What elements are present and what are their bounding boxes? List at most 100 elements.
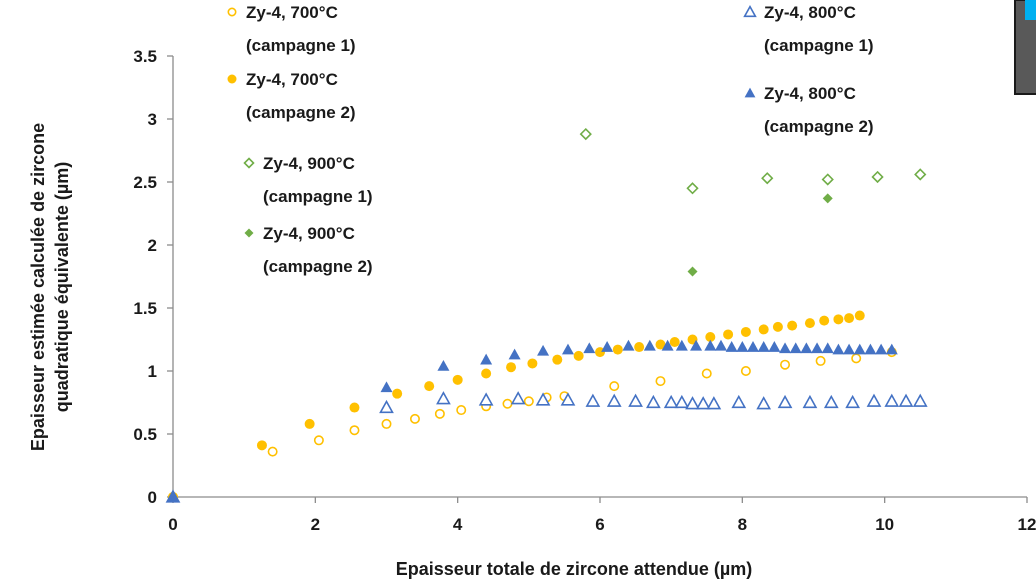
legend-marker-series-6 [244,228,254,238]
data-point-series-4 [643,339,656,351]
data-point-series-2 [655,339,666,350]
data-point-series-3 [663,394,679,409]
data-point-series-2 [669,337,680,348]
data-point-series-2 [527,358,538,369]
data-point-series-2 [349,402,360,413]
data-point-series-1 [815,355,826,366]
data-point-series-3 [560,392,576,406]
data-point-series-5 [761,172,774,185]
legend-label-series-1: Zy-4, 700°C [246,3,338,22]
legend-marker-series-5 [243,157,255,169]
data-points [165,127,928,503]
data-point-series-2 [787,320,798,331]
data-point-series-2 [506,362,517,373]
data-point-series-1 [349,425,360,436]
data-point-series-2 [612,344,623,355]
y-tick-label: 1 [148,362,157,381]
data-point-series-4 [832,343,845,355]
data-point-series-1 [456,405,467,416]
data-point-series-1 [780,359,791,370]
x-tick-label: 2 [311,515,320,534]
data-point-series-4 [736,341,749,352]
legend-label-series-3-line2: (campagne 1) [764,36,874,55]
data-point-series-4 [875,343,888,355]
y-axis-title-line2: quadratique équivalente (µm) [52,162,72,412]
data-point-series-2 [392,388,403,399]
data-point-series-4 [661,339,674,351]
data-point-series-3 [866,393,882,407]
data-point-series-2 [772,321,783,332]
data-point-series-1 [701,368,712,379]
y-axis-title-line1: Epaisseur estimée calculée de zircone [28,123,48,451]
data-point-series-1 [313,435,324,446]
data-point-series-4 [779,342,792,354]
data-point-series-4 [864,343,877,355]
data-point-series-3 [777,394,793,409]
data-point-series-3 [845,394,861,409]
y-tick-label: 2 [148,236,157,255]
legend-label-series-4: Zy-4, 800°C [764,84,856,103]
x-tick-label: 4 [453,515,463,534]
x-tick-label: 0 [168,515,177,534]
data-point-series-2 [844,313,855,324]
legend-label-series-6: Zy-4, 900°C [263,224,355,243]
data-point-series-2 [804,318,815,329]
data-point-series-3 [695,396,711,410]
data-point-series-1 [267,446,278,457]
y-axis-title: Epaisseur estimée calculée de zircone qu… [28,123,72,451]
legend-label-series-5: Zy-4, 900°C [263,154,355,173]
data-point-series-2 [740,326,751,337]
data-point-series-4 [537,344,550,356]
data-point-series-3 [823,394,839,409]
data-point-series-4 [561,343,574,355]
legend-label-series-3: Zy-4, 800°C [764,3,856,22]
data-point-series-5 [914,168,927,181]
data-point-series-3 [898,393,914,407]
data-point-series-3 [756,396,772,410]
data-point-series-2 [833,314,844,325]
data-point-series-3 [884,393,900,407]
data-point-series-3 [585,393,601,407]
data-point-series-4 [704,339,717,351]
y-tick-label: 0 [148,488,157,507]
y-tick-label: 0.5 [133,425,157,444]
data-point-series-4 [885,343,898,355]
legend: Zy-4, 700°C (campagne 1) Zy-4, 700°C (campa… [227,3,874,276]
data-point-series-2 [758,324,769,335]
data-point-series-2 [256,440,267,451]
data-point-series-4 [821,342,834,354]
data-point-series-3 [436,391,451,405]
data-point-series-1 [381,418,392,429]
legend-label-series-2: Zy-4, 700°C [246,70,338,89]
y-tick-label: 3 [148,110,157,129]
data-point-series-1 [609,381,620,392]
data-point-series-5 [686,182,699,195]
legend-label-series-2-line2: (campagne 2) [246,103,356,122]
data-point-series-1 [851,353,862,364]
data-point-series-1 [523,396,534,407]
data-point-series-4 [601,341,614,352]
data-point-series-1 [409,413,420,424]
data-point-series-2 [634,342,645,353]
y-tick-label: 1.5 [133,299,157,318]
data-point-series-4 [757,341,770,352]
data-point-series-3 [535,392,551,406]
data-point-series-2 [573,350,584,361]
data-point-series-3 [685,396,700,410]
data-point-series-5 [579,127,592,141]
legend-label-series-5-line2: (campagne 1) [263,187,373,206]
data-point-series-4 [437,359,450,371]
cropped-inset-box [1014,0,1036,95]
data-point-series-2 [705,331,716,342]
y-tick-label: 2.5 [133,173,157,192]
data-point-series-2 [819,315,830,326]
ticks: 0 2 4 6 8 10 12 0 0.5 1 1.5 2 2.5 3 3.5 [133,47,1036,534]
data-point-series-4 [843,343,856,355]
legend-marker-series-2 [227,74,237,84]
data-point-series-4 [480,353,493,365]
data-point-series-1 [502,398,513,409]
data-point-series-4 [714,339,727,351]
data-point-series-3 [628,393,643,407]
cropped-inset-highlight [1025,0,1036,20]
